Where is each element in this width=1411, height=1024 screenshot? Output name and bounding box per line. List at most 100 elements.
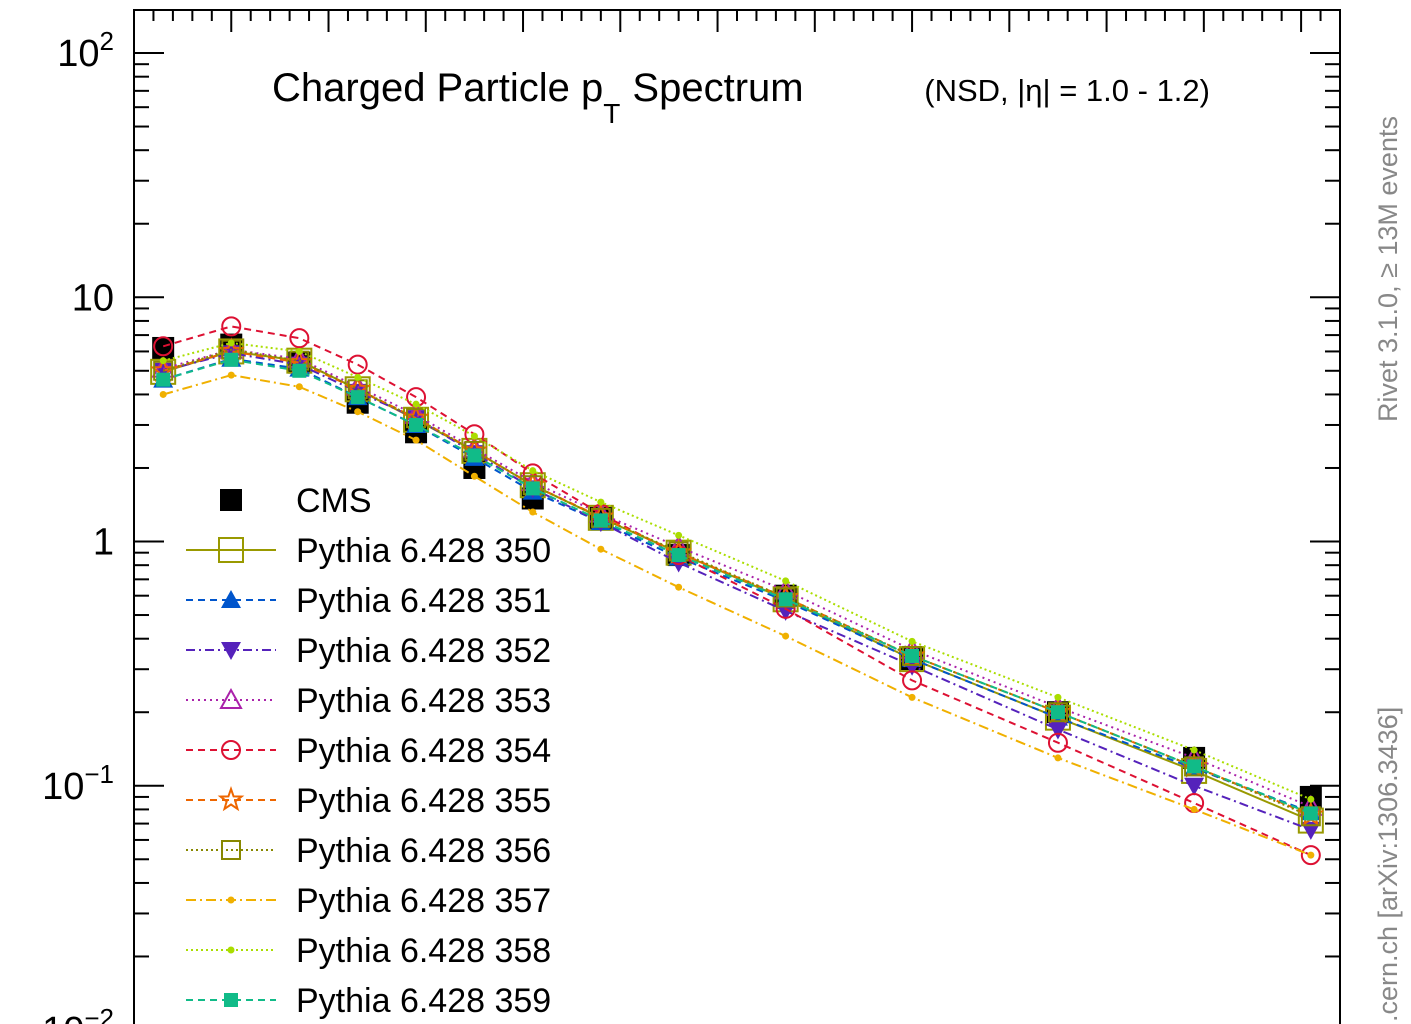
data-point — [908, 637, 916, 645]
data-point — [525, 481, 540, 496]
chart-title-suffix: Spectrum — [632, 66, 803, 110]
legend: CMS Pythia 6.428 350 Pythia 6.428 351 Pythi… — [186, 482, 551, 1020]
data-point — [295, 347, 303, 355]
legend-label: Pythia 6.428 351 — [296, 582, 551, 620]
legend-item: Pythia 6.428 358 — [186, 932, 551, 970]
data-point — [354, 373, 362, 381]
legend-item: Pythia 6.428 356 — [186, 832, 551, 870]
data-point — [1300, 845, 1321, 866]
data-point — [908, 693, 916, 701]
data-point — [775, 587, 796, 608]
data-point — [470, 472, 478, 480]
legend-item: Pythia 6.428 357 — [186, 882, 551, 920]
data-point — [1307, 851, 1315, 859]
data-point — [1050, 705, 1065, 720]
chart-title-main: Charged Particle p — [272, 66, 603, 110]
side-label-top: Rivet 3.1.0, ≥ 13M events — [1373, 116, 1403, 422]
data-point — [227, 946, 235, 954]
y-tick-label-base: 10 — [57, 33, 99, 75]
data-point — [227, 371, 235, 379]
data-point — [409, 417, 424, 432]
data-point — [412, 400, 420, 408]
y-tick-label-exponent: −1 — [84, 759, 114, 789]
series-line — [162, 341, 1312, 801]
data-point — [1300, 821, 1321, 840]
data-point — [902, 670, 923, 691]
chart-title: Charged Particle pT Spectrum — [272, 66, 804, 129]
data-point — [221, 740, 241, 760]
data-point — [219, 687, 243, 709]
data-point — [354, 408, 362, 416]
data-point — [597, 545, 605, 553]
legend-label: Pythia 6.428 355 — [296, 782, 551, 820]
data-point — [675, 583, 683, 591]
series-line — [162, 358, 1312, 815]
data-point — [467, 448, 482, 463]
data-point — [1054, 693, 1062, 701]
data-point — [221, 590, 241, 608]
legend-label: Pythia 6.428 358 — [296, 932, 551, 970]
data-point — [347, 354, 368, 375]
series-line — [162, 352, 1312, 831]
legend-item: Pythia 6.428 355 — [186, 782, 551, 820]
series-layer — [149, 316, 1325, 866]
chart-subtitle: (NSD, |η| = 1.0 - 1.2) — [924, 73, 1210, 108]
y-tick-label: 10−2 — [42, 1003, 114, 1024]
data-point — [159, 357, 167, 365]
data-point — [1307, 795, 1315, 803]
data-point — [671, 548, 686, 563]
y-tick-label: 1 — [93, 522, 114, 564]
y-tick-label-exponent: 2 — [100, 26, 114, 56]
data-point — [221, 316, 242, 337]
y-tick-label-exponent: −2 — [84, 1003, 114, 1024]
y-tick-label: 102 — [57, 26, 114, 75]
data-point — [1184, 777, 1205, 796]
data-point — [675, 531, 683, 539]
x-axis — [152, 10, 1322, 32]
y-tick-label: 10 — [72, 277, 114, 319]
data-point — [782, 577, 790, 585]
data-point — [464, 424, 485, 445]
data-point — [593, 513, 608, 528]
series-10 — [156, 352, 1318, 821]
data-point — [227, 896, 235, 904]
data-point — [1047, 702, 1068, 723]
legend-item: CMS — [220, 482, 372, 520]
legend-item: Pythia 6.428 350 — [186, 532, 551, 570]
data-point — [1187, 759, 1202, 774]
legend-label: Pythia 6.428 356 — [296, 832, 551, 870]
data-point — [221, 642, 241, 660]
data-point — [412, 436, 420, 444]
legend-label: Pythia 6.428 352 — [296, 632, 551, 670]
legend-item: Pythia 6.428 352 — [186, 632, 551, 670]
data-point — [902, 645, 923, 666]
series-line — [162, 357, 1312, 814]
legend-item: Pythia 6.428 354 — [186, 732, 551, 770]
legend-label: Pythia 6.428 354 — [296, 732, 551, 770]
series-line — [162, 325, 1312, 857]
data-point — [529, 508, 537, 516]
legend-label: Pythia 6.428 357 — [296, 882, 551, 920]
data-point — [1047, 721, 1068, 740]
data-point — [1047, 732, 1068, 753]
legend-label: Pythia 6.428 353 — [296, 682, 551, 720]
legend-item: Pythia 6.428 351 — [186, 582, 551, 620]
series-line — [162, 374, 1312, 857]
legend-label: Pythia 6.428 359 — [296, 982, 551, 1020]
data-point — [905, 648, 920, 663]
data-point — [221, 840, 241, 860]
data-point — [295, 383, 303, 391]
data-point — [350, 390, 365, 405]
data-point — [778, 592, 793, 607]
legend-label: Pythia 6.428 350 — [296, 532, 551, 570]
legend-item: Pythia 6.428 359 — [186, 982, 551, 1020]
data-point — [1303, 806, 1318, 821]
data-point — [217, 785, 245, 812]
data-point — [597, 498, 605, 506]
data-point — [782, 632, 790, 640]
side-label-bottom: .cern.ch [arXiv:1306.3436] — [1373, 707, 1403, 1022]
data-point — [153, 336, 174, 357]
data-point — [218, 537, 244, 563]
data-point — [289, 328, 310, 349]
